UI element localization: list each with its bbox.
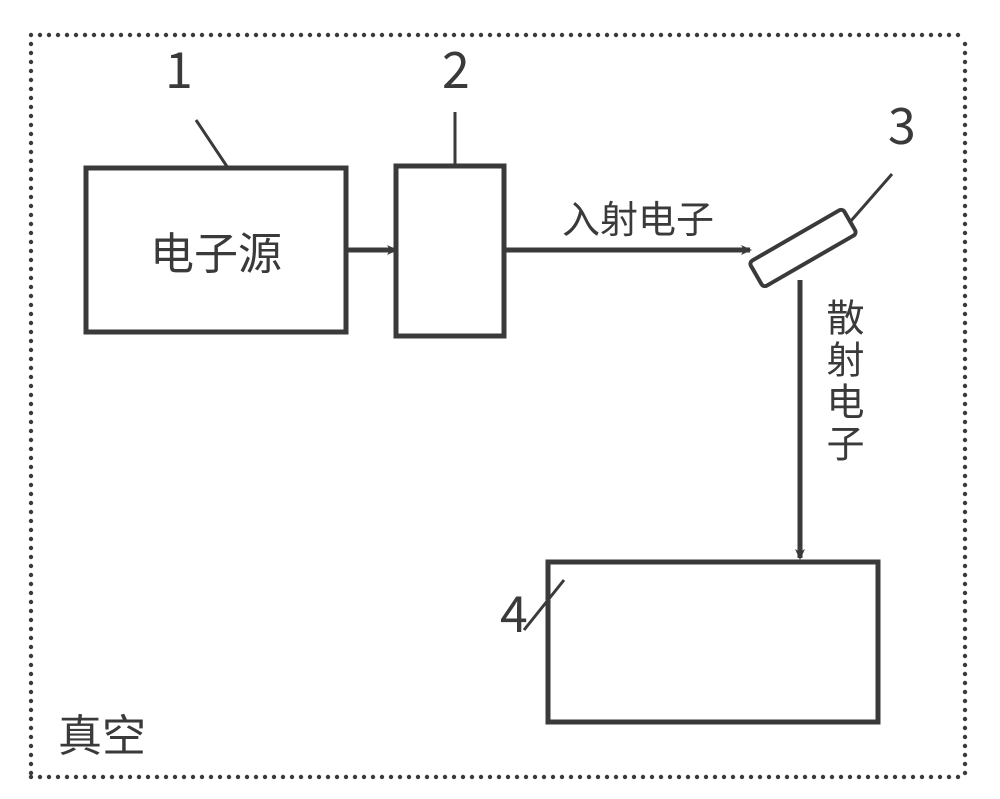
incident-electron-label: 入射电子 (562, 198, 714, 236)
node-1-label: 电子源 (86, 168, 346, 332)
leader-line-1 (196, 120, 228, 168)
node-3-scatterer (749, 208, 857, 287)
number-label-3: 3 (888, 98, 916, 148)
number-label-4: 4 (500, 586, 528, 636)
diagram-canvas: 1 2 3 4 电子源 入射电子 散射电子 真空 (0, 0, 1000, 799)
number-label-2: 2 (442, 42, 470, 92)
leader-line-3 (850, 174, 892, 222)
node-4-box (548, 562, 878, 722)
vacuum-label: 真空 (58, 710, 146, 754)
leader-line-4 (524, 580, 564, 630)
scattered-electron-label: 散射电子 (818, 298, 873, 466)
node-2-box (396, 166, 504, 336)
number-label-1: 1 (165, 42, 193, 92)
